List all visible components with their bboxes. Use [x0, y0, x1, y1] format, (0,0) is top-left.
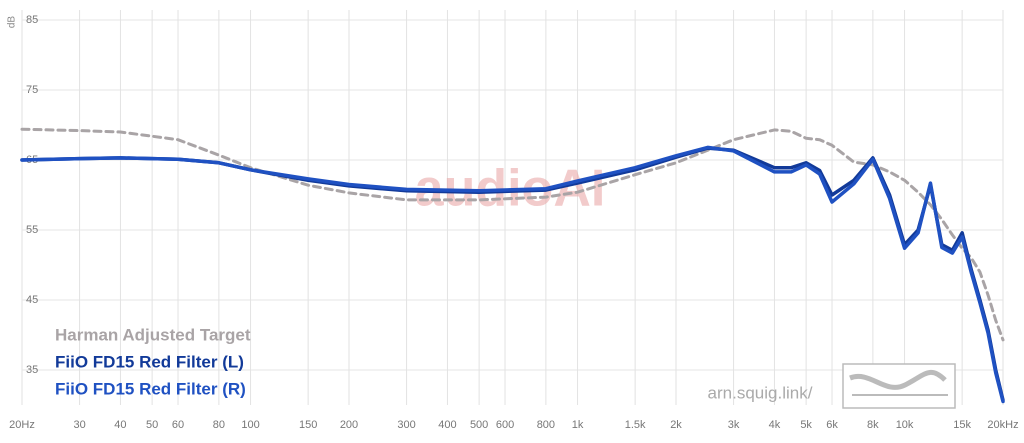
x-tick-label: 4k: [769, 419, 781, 431]
x-tick-label: 15k: [953, 419, 971, 431]
x-tick-label: 10k: [896, 419, 914, 431]
x-tick-label: 8k: [867, 419, 879, 431]
x-tick-label: 2k: [670, 419, 682, 431]
site-label: arn.squig.link/: [708, 383, 813, 402]
legend-entry: FiiO FD15 Red Filter (R): [55, 379, 246, 398]
legend-entry: FiiO FD15 Red Filter (L): [55, 352, 244, 371]
x-tick-label: 6k: [826, 419, 838, 431]
x-tick-label: 20kHz: [987, 419, 1018, 431]
x-tick-label: 60: [172, 419, 184, 431]
x-tick-label: 200: [340, 419, 358, 431]
x-tick-label: 40: [114, 419, 126, 431]
y-tick-label: 35: [26, 364, 38, 376]
x-tick-label: 30: [73, 419, 85, 431]
x-tick-label: 600: [496, 419, 514, 431]
x-tick-label: 1k: [572, 419, 584, 431]
y-tick-label: 55: [26, 224, 38, 236]
y-tick-label: 75: [26, 84, 38, 96]
x-tick-label: 150: [299, 419, 317, 431]
x-tick-label: 100: [241, 419, 259, 431]
y-axis-label: dB: [7, 16, 18, 29]
x-tick-label: 5k: [800, 419, 812, 431]
x-tick-label: 1.5k: [625, 419, 646, 431]
x-tick-label: 3k: [728, 419, 740, 431]
x-tick-label: 300: [397, 419, 415, 431]
x-tick-label: 500: [470, 419, 488, 431]
x-tick-label: 50: [146, 419, 158, 431]
y-tick-label: 45: [26, 294, 38, 306]
x-tick-label: 80: [213, 419, 225, 431]
x-tick-label: 800: [537, 419, 555, 431]
series-line: [20, 145, 1005, 404]
logo: [842, 363, 956, 409]
x-tick-label: 400: [438, 419, 456, 431]
x-tick-label: 20Hz: [9, 419, 35, 431]
y-tick-label: 85: [26, 14, 38, 26]
legend-entry: Harman Adjusted Target: [55, 325, 251, 344]
